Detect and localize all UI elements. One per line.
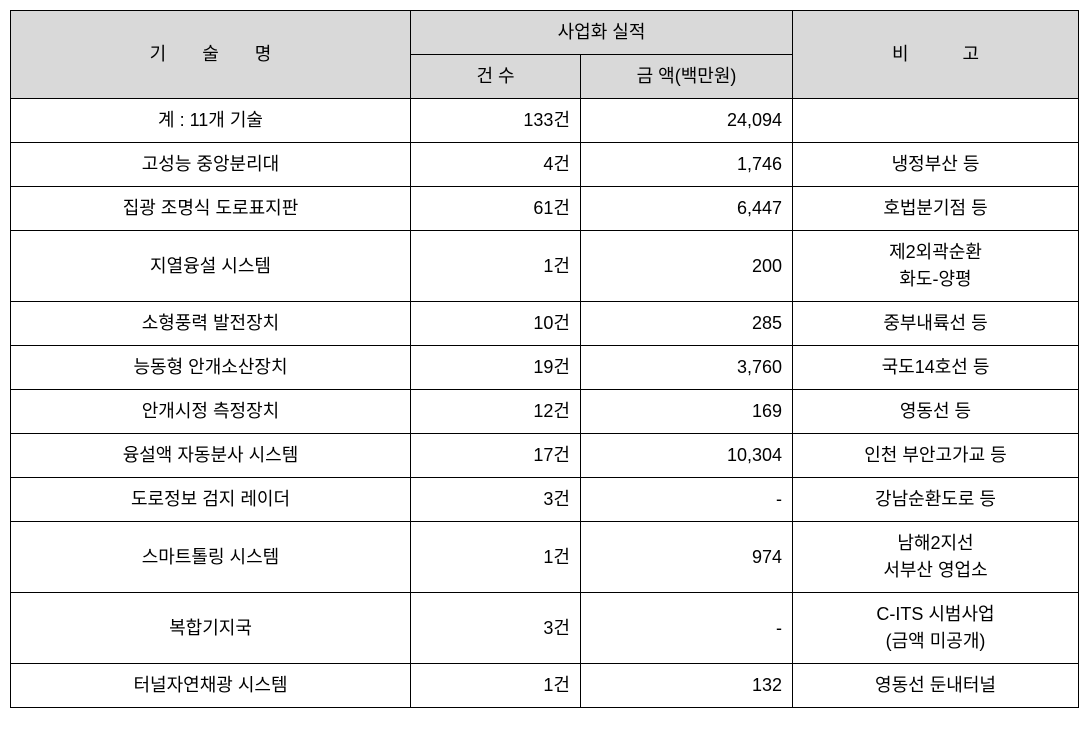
cell-remark: C-ITS 시범사업(금액 미공개) [793,593,1079,664]
cell-count: 61건 [411,187,581,231]
header-performance: 사업화 실적 [411,11,793,55]
summary-remark [793,99,1079,143]
cell-amount: 974 [581,522,793,593]
cell-count: 4건 [411,143,581,187]
cell-remark: 중부내륙선 등 [793,302,1079,346]
cell-amount: 10,304 [581,434,793,478]
header-count: 건 수 [411,55,581,99]
cell-tech: 고성능 중앙분리대 [11,143,411,187]
summary-tech: 계 : 11개 기술 [11,99,411,143]
table-row: 능동형 안개소산장치19건3,760국도14호선 등 [11,346,1079,390]
commercialization-table: 기 술 명 사업화 실적 비 고 건 수 금 액(백만원) 계 : 11개 기술… [10,10,1079,708]
table-row: 집광 조명식 도로표지판61건6,447호법분기점 등 [11,187,1079,231]
cell-remark: 냉정부산 등 [793,143,1079,187]
cell-count: 12건 [411,390,581,434]
cell-amount: 132 [581,664,793,708]
cell-remark: 영동선 등 [793,390,1079,434]
cell-remark: 제2외곽순환화도-양평 [793,231,1079,302]
cell-tech: 소형풍력 발전장치 [11,302,411,346]
cell-remark: 남해2지선서부산 영업소 [793,522,1079,593]
table-row: 안개시정 측정장치12건169영동선 등 [11,390,1079,434]
header-row-1: 기 술 명 사업화 실적 비 고 [11,11,1079,55]
cell-tech: 능동형 안개소산장치 [11,346,411,390]
table-row: 도로정보 검지 레이더3건-강남순환도로 등 [11,478,1079,522]
summary-row: 계 : 11개 기술133건24,094 [11,99,1079,143]
cell-tech: 도로정보 검지 레이더 [11,478,411,522]
cell-count: 10건 [411,302,581,346]
cell-remark: 국도14호선 등 [793,346,1079,390]
cell-amount: 200 [581,231,793,302]
cell-amount: 285 [581,302,793,346]
cell-remark: 영동선 둔내터널 [793,664,1079,708]
header-tech-name: 기 술 명 [11,11,411,99]
cell-tech: 복합기지국 [11,593,411,664]
summary-count: 133건 [411,99,581,143]
cell-tech: 터널자연채광 시스템 [11,664,411,708]
cell-tech: 지열융설 시스템 [11,231,411,302]
cell-count: 1건 [411,231,581,302]
table-row: 소형풍력 발전장치10건285중부내륙선 등 [11,302,1079,346]
summary-amount: 24,094 [581,99,793,143]
cell-remark: 강남순환도로 등 [793,478,1079,522]
cell-amount: 3,760 [581,346,793,390]
table-header: 기 술 명 사업화 실적 비 고 건 수 금 액(백만원) [11,11,1079,99]
cell-count: 17건 [411,434,581,478]
table-row: 지열융설 시스템1건200제2외곽순환화도-양평 [11,231,1079,302]
header-amount: 금 액(백만원) [581,55,793,99]
cell-tech: 스마트톨링 시스템 [11,522,411,593]
cell-count: 19건 [411,346,581,390]
cell-amount: 6,447 [581,187,793,231]
table-body: 계 : 11개 기술133건24,094고성능 중앙분리대4건1,746냉정부산… [11,99,1079,708]
table-row: 터널자연채광 시스템1건132영동선 둔내터널 [11,664,1079,708]
cell-amount: - [581,593,793,664]
cell-count: 3건 [411,478,581,522]
cell-count: 1건 [411,664,581,708]
table-row: 복합기지국3건-C-ITS 시범사업(금액 미공개) [11,593,1079,664]
cell-tech: 집광 조명식 도로표지판 [11,187,411,231]
table-row: 스마트톨링 시스템1건974남해2지선서부산 영업소 [11,522,1079,593]
cell-amount: - [581,478,793,522]
cell-tech: 융설액 자동분사 시스템 [11,434,411,478]
header-remark: 비 고 [793,11,1079,99]
table-row: 융설액 자동분사 시스템17건10,304인천 부안고가교 등 [11,434,1079,478]
cell-remark: 호법분기점 등 [793,187,1079,231]
cell-count: 1건 [411,522,581,593]
cell-count: 3건 [411,593,581,664]
cell-amount: 169 [581,390,793,434]
cell-amount: 1,746 [581,143,793,187]
cell-remark: 인천 부안고가교 등 [793,434,1079,478]
table-row: 고성능 중앙분리대4건1,746냉정부산 등 [11,143,1079,187]
cell-tech: 안개시정 측정장치 [11,390,411,434]
